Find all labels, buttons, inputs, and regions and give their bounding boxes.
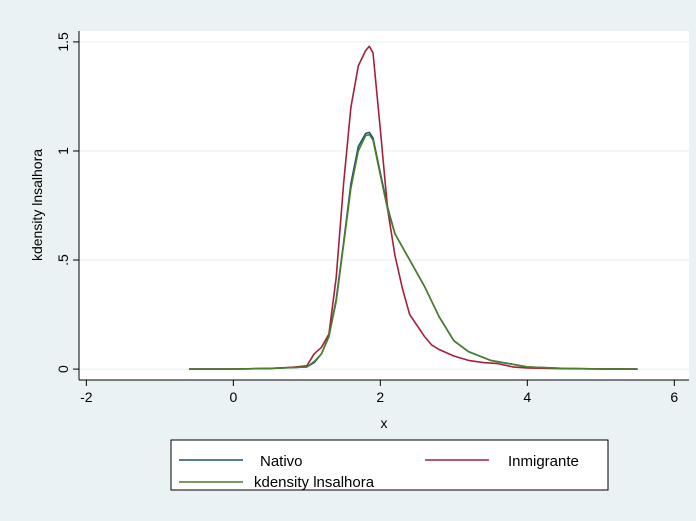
y-axis-title: kdensity lnsalhora xyxy=(29,149,45,261)
axis-layer: 0 .5 1 1.5 -2 0 2 4 6 xyxy=(55,31,689,405)
series-layer xyxy=(189,45,638,370)
y-tick-label-0: 0 xyxy=(55,365,71,373)
series-line-kdensity-lnsalhora xyxy=(189,133,638,370)
y-tick-label-3: 1.5 xyxy=(55,32,71,52)
x-tick-label-4: 6 xyxy=(670,389,678,405)
x-tick-label-2: 2 xyxy=(376,389,384,405)
plot-area xyxy=(79,31,689,380)
legend-label-nativo: Nativo xyxy=(260,453,303,470)
legend-label-kdensity: kdensity lnsalhora xyxy=(254,474,375,491)
x-tick-label-3: 4 xyxy=(523,389,531,405)
legend-box xyxy=(170,439,609,491)
legend: Nativo Inmigrante kdensity lnsalhora xyxy=(170,439,609,491)
y-tick-label-1: .5 xyxy=(55,254,71,266)
x-tick-label-1: 0 xyxy=(229,389,237,405)
x-tick-label-0: -2 xyxy=(80,389,93,405)
legend-label-inmigrante: Inmigrante xyxy=(508,453,579,470)
x-axis-title: x xyxy=(381,415,388,431)
y-tick-label-2: 1 xyxy=(55,147,71,155)
